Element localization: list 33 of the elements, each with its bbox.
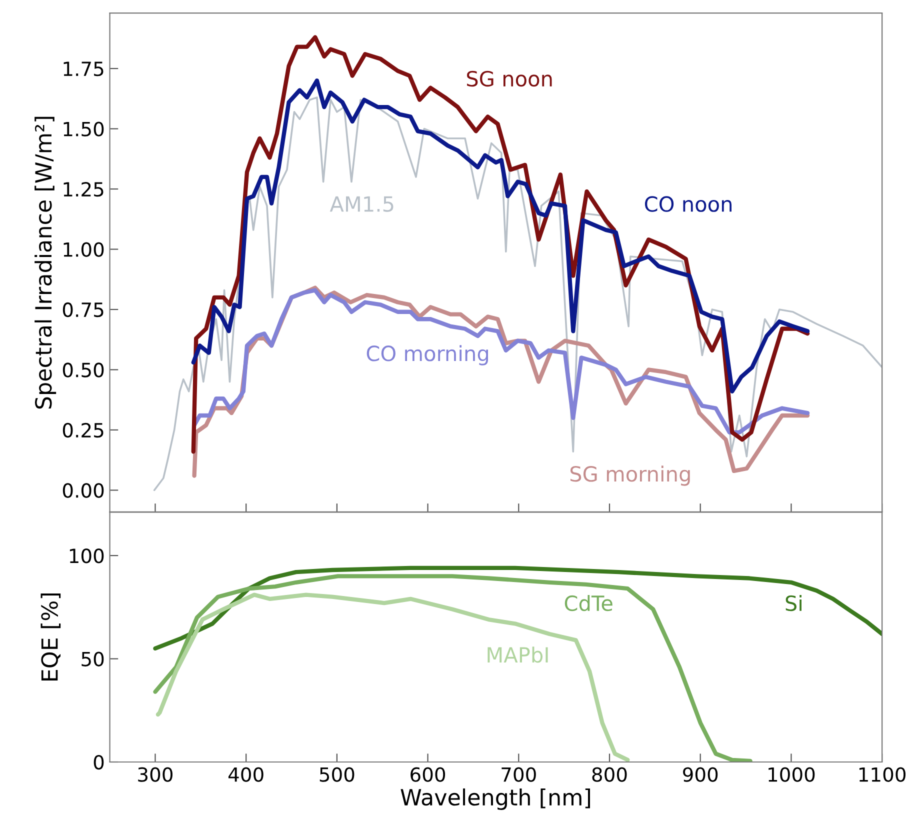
y-tick-label: 1.75 <box>64 62 104 76</box>
series-label: CO morning <box>366 345 488 366</box>
x-tick-label: 900 <box>683 767 718 782</box>
x-tick-label: 1000 <box>768 767 815 782</box>
series-label: SG morning <box>570 466 690 486</box>
x-axis-title: Wavelength [nm] <box>400 788 590 810</box>
y-tick-label: 1.00 <box>64 242 104 257</box>
series-label: CdTe <box>564 595 612 612</box>
x-tick-label: 700 <box>502 767 536 782</box>
y-axis-title: EQE [%] <box>40 593 61 680</box>
y-tick-label: 0.25 <box>62 422 104 438</box>
series-label: Si <box>786 595 802 612</box>
line-series <box>156 592 630 762</box>
y-tick-label: 50 <box>82 652 104 666</box>
y-tick-label: 100 <box>70 548 104 564</box>
series-label: MAPbI <box>488 646 548 663</box>
line-series <box>153 574 752 762</box>
y-axis-title: Spectral Irradiance [W/m²] <box>34 116 56 409</box>
series-label: CO noon <box>644 196 732 212</box>
x-tick-label: 500 <box>320 767 354 782</box>
y-tick-label: 0.75 <box>62 302 104 318</box>
x-tick-label: 1100 <box>859 767 906 782</box>
x-tick-label: 800 <box>592 767 627 782</box>
x-tick-label: 600 <box>410 767 446 782</box>
series-label: SG noon <box>466 70 552 87</box>
y-tick-label: 0.00 <box>62 483 104 498</box>
series-label: AM1.5 <box>330 196 394 212</box>
y-tick-label: 0 <box>94 754 104 770</box>
y-tick-label: 1.50 <box>64 122 104 136</box>
y-tick-label: 1.25 <box>64 182 104 197</box>
x-tick-label: 400 <box>228 767 264 782</box>
y-tick-label: 0.50 <box>62 362 104 378</box>
x-tick-label: 300 <box>138 767 172 782</box>
